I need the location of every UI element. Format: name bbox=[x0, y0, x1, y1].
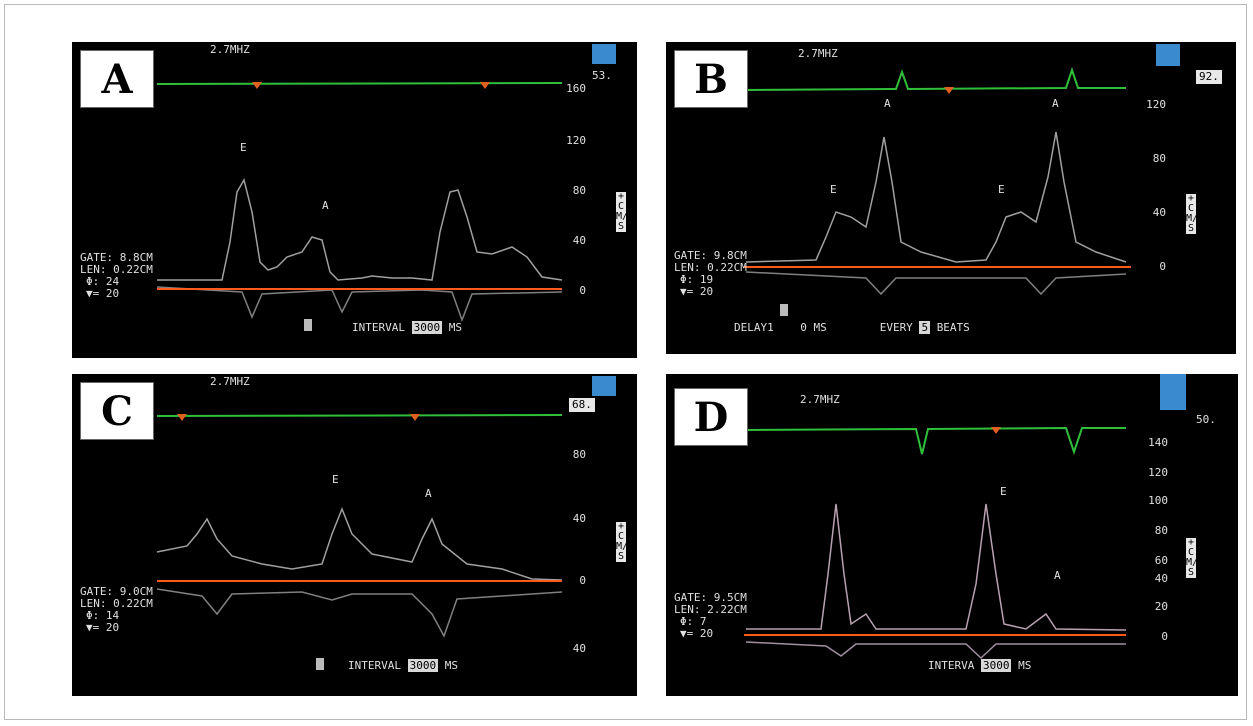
panel-d-scale-0: 0 bbox=[1161, 630, 1168, 643]
panel-c-interval-label: INTERVAL bbox=[348, 659, 401, 672]
panel-b-hr: 92. bbox=[1196, 70, 1222, 84]
panel-b-scale-40: 40 bbox=[1152, 206, 1166, 219]
panel-b-wave-e1: E bbox=[830, 183, 837, 196]
panel-b-phi: Φ: 19 bbox=[680, 273, 714, 286]
panel-c-scale-80: 80 bbox=[572, 448, 586, 461]
panel-a-unit-label: +CM/S bbox=[616, 191, 629, 232]
panel-a-bottom-text: INTERVAL 3000 MS bbox=[352, 321, 462, 334]
panel-d-bottom-text: INTERVA 3000 MS bbox=[928, 659, 1032, 672]
panel-b-freq: 2.7MHZ bbox=[798, 47, 838, 60]
panel-a-scale-80: 80 bbox=[572, 184, 586, 197]
panel-a: A 2.7MHZ 53. 160 120 80 40 0 +CM/S E A G… bbox=[72, 42, 637, 358]
panel-d-scale-80: 80 bbox=[1154, 524, 1168, 537]
panel-b-bottom-text: DELAY1 0 MS EVERY 5 BEATS bbox=[734, 321, 970, 334]
panel-d-scale-40: 40 bbox=[1154, 572, 1168, 585]
panel-c-doppler-graphics bbox=[156, 376, 616, 670]
panel-b-delay-label: DELAY1 0 MS EVERY bbox=[734, 321, 913, 334]
panel-b-unit-label: +CM/S bbox=[1186, 193, 1199, 234]
panel-b-scale-80: 80 bbox=[1152, 152, 1166, 165]
panel-a-interval-value: 3000 bbox=[411, 321, 443, 334]
panel-b-len: LEN: 0.22CM bbox=[674, 261, 747, 274]
panel-c-scale-neg40: 40 bbox=[572, 642, 586, 655]
panel-c-scale-0: 0 bbox=[579, 574, 586, 587]
panel-d-gate: GATE: 9.5CM bbox=[674, 591, 747, 604]
panel-c-wave-a: A bbox=[425, 487, 432, 500]
panel-c-interval-unit: MS bbox=[444, 659, 458, 672]
panel-c-gate: GATE: 9.0CM bbox=[80, 585, 153, 598]
panel-d-hr: 50. bbox=[1196, 413, 1216, 426]
panel-a-scale-120: 120 bbox=[566, 134, 586, 147]
panel-d-doppler-graphics bbox=[743, 374, 1186, 660]
panel-a-len: LEN: 0.22CM bbox=[80, 263, 153, 276]
panel-d-wave-a: A bbox=[1054, 569, 1061, 582]
panel-a-wave-e: E bbox=[240, 141, 247, 154]
panel-a-letter: A bbox=[80, 50, 154, 108]
panel-c-hr: 68. bbox=[569, 398, 595, 412]
panel-d-scale-100: 100 bbox=[1148, 494, 1168, 507]
panel-c: C 2.7MHZ 68. 80 40 0 40 +CM/S E A GATE: … bbox=[72, 374, 637, 696]
panel-c-scale-40: 40 bbox=[572, 512, 586, 525]
panel-c-wave-e: E bbox=[332, 473, 339, 486]
panel-b-every-value: 5 bbox=[919, 321, 931, 334]
panel-c-bottom-text: INTERVAL 3000 MS bbox=[348, 659, 458, 672]
panel-d-letter: D bbox=[674, 388, 748, 446]
panel-c-freq: 2.7MHZ bbox=[210, 375, 250, 388]
panel-b-wave-a2: A bbox=[1052, 97, 1059, 110]
panel-a-interval-label: INTERVAL bbox=[352, 321, 405, 334]
panel-b-letter: B bbox=[674, 50, 748, 108]
figure-frame bbox=[4, 4, 1247, 720]
panel-d-interval-value: 3000 bbox=[980, 659, 1012, 672]
panel-b-doppler-graphics bbox=[743, 44, 1180, 316]
panel-d-scale-60: 60 bbox=[1154, 554, 1168, 567]
panel-d-freq: 2.7MHZ bbox=[800, 393, 840, 406]
panel-d-interval-unit: MS bbox=[1018, 659, 1032, 672]
panel-b-scale-0: 0 bbox=[1159, 260, 1166, 273]
panel-c-vee: ▼= 20 bbox=[86, 621, 120, 634]
panel-c-interval-value: 3000 bbox=[407, 659, 439, 672]
panel-d-interval-label: INTERVA bbox=[928, 659, 975, 672]
panel-d-len: LEN: 2.22CM bbox=[674, 603, 747, 616]
panel-c-phi: Φ: 14 bbox=[86, 609, 120, 622]
panel-c-len: LEN: 0.22CM bbox=[80, 597, 153, 610]
panel-a-gate: GATE: 8.8CM bbox=[80, 251, 153, 264]
panel-a-scale-40: 40 bbox=[572, 234, 586, 247]
panel-d-unit-label: +CM/S bbox=[1186, 537, 1199, 578]
panel-c-letter: C bbox=[80, 382, 154, 440]
panel-b-gate: GATE: 9.8CM bbox=[674, 249, 747, 262]
panel-a-scale-0: 0 bbox=[579, 284, 586, 297]
panel-a-interval-unit: MS bbox=[448, 321, 462, 334]
panel-d-wave-e: E bbox=[1000, 485, 1007, 498]
panel-a-scale-160: 160 bbox=[566, 82, 586, 95]
panel-d-phi: Φ: 7 bbox=[680, 615, 707, 628]
panel-b-vee: ▼= 20 bbox=[680, 285, 714, 298]
panel-d-scale-120: 120 bbox=[1148, 466, 1168, 479]
panel-b-wave-a1: A bbox=[884, 97, 891, 110]
panel-d-scale-140: 140 bbox=[1148, 436, 1168, 449]
panel-d-vee: ▼= 20 bbox=[680, 627, 714, 640]
panel-d: D 2.7MHZ 50. 140 120 100 80 60 40 20 0 +… bbox=[666, 374, 1238, 696]
panel-a-doppler-graphics bbox=[156, 44, 616, 331]
panel-a-vee: ▼= 20 bbox=[86, 287, 120, 300]
panel-b-wave-e2: E bbox=[998, 183, 1005, 196]
panel-b: B 2.7MHZ 92. 120 80 40 0 +CM/S A A E E G… bbox=[666, 42, 1236, 354]
panel-b-scale-120: 120 bbox=[1146, 98, 1166, 111]
panel-a-hr: 53. bbox=[592, 69, 612, 82]
panel-d-scale-20: 20 bbox=[1154, 600, 1168, 613]
panel-b-beats-unit: BEATS bbox=[936, 321, 970, 334]
panel-c-unit-label: +CM/S bbox=[616, 521, 629, 562]
panel-a-phi: Φ: 24 bbox=[86, 275, 120, 288]
panel-a-freq: 2.7MHZ bbox=[210, 43, 250, 56]
panel-a-wave-a: A bbox=[322, 199, 329, 212]
